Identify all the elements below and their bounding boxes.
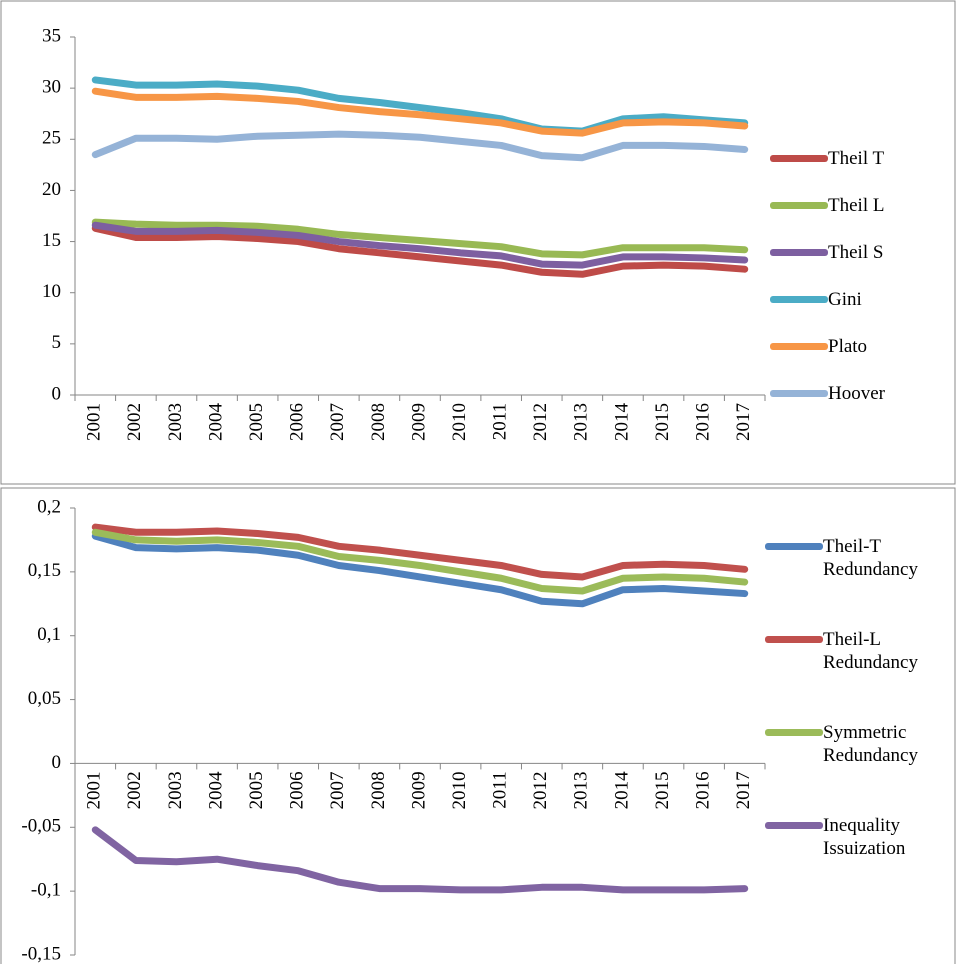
legend-item: Theil-L Redundancy [765, 628, 945, 674]
legend-swatch [765, 822, 823, 829]
x-tick-label: 2014 [611, 403, 632, 442]
y-tick-label: 10 [42, 281, 61, 302]
line-series [91, 221, 749, 269]
x-tick-label: 2007 [327, 771, 348, 809]
legend-swatch [770, 296, 828, 303]
x-tick-label: 2009 [408, 403, 429, 441]
x-tick-label: 2008 [368, 771, 389, 809]
legend-label: Theil-L Redundancy [823, 629, 918, 673]
x-tick-label: 2002 [124, 771, 145, 809]
legend-label: Hoover [828, 383, 885, 404]
x-tick-label: 2007 [327, 403, 348, 441]
legend-item: Theil-T Redundancy [765, 535, 945, 581]
x-tick-label: 2016 [692, 403, 713, 441]
y-tick-label: 0,05 [28, 688, 61, 709]
y-tick-label: 0,1 [37, 624, 61, 645]
line-series [91, 523, 749, 581]
y-tick-label: 0 [52, 383, 62, 404]
y-tick-label: 5 [52, 332, 62, 353]
legend-swatch [770, 343, 828, 350]
y-tick-label: -0,15 [21, 943, 61, 964]
y-tick-label: 35 [42, 25, 61, 46]
legend-swatch [770, 155, 828, 162]
x-tick-label: 2004 [205, 403, 226, 442]
x-tick-label: 2015 [652, 771, 673, 809]
chart-border [0, 0, 956, 485]
chart-border [0, 487, 956, 964]
y-tick-label: -0,05 [21, 816, 61, 837]
legend-item: Inequality Issuization [765, 814, 945, 860]
x-tick-label: 2006 [287, 403, 308, 441]
line-series [91, 87, 749, 137]
x-tick-label: 2013 [571, 403, 592, 441]
legend-label: Gini [828, 289, 862, 310]
x-tick-label: 2010 [449, 771, 470, 809]
x-tick-label: 2015 [652, 403, 673, 441]
legend-item: Gini [770, 288, 950, 311]
x-tick-label: 2002 [124, 403, 145, 441]
legend-swatch [770, 202, 828, 209]
x-tick-label: 2012 [530, 771, 551, 809]
x-tick-label: 2005 [246, 771, 267, 809]
legend-label: Plato [828, 336, 868, 357]
x-tick-label: 2011 [490, 771, 511, 808]
legend-label: Inequality Issuization [823, 815, 906, 859]
y-tick-label: 20 [42, 179, 61, 200]
x-tick-label: 2008 [368, 403, 389, 441]
x-tick-label: 2010 [449, 403, 470, 441]
line-series [91, 826, 749, 894]
legend-label: Theil-T Redundancy [823, 536, 918, 580]
line-series [91, 130, 749, 162]
x-tick-label: 2003 [165, 771, 186, 809]
line-series [91, 218, 749, 259]
y-tick-label: 30 [42, 77, 61, 98]
legend-item: Theil L [770, 194, 950, 217]
line-series [91, 532, 749, 608]
line-series [91, 76, 749, 135]
legend-swatch [770, 249, 828, 256]
x-tick-label: 2013 [571, 771, 592, 809]
x-tick-label: 2017 [733, 403, 754, 441]
legend-swatch [765, 636, 823, 643]
legend-item: Theil S [770, 241, 950, 264]
x-tick-label: 2003 [165, 403, 186, 441]
x-tick-label: 2016 [692, 771, 713, 809]
x-tick-label: 2004 [205, 771, 226, 810]
legend-label: Symmetric Redundancy [823, 722, 918, 766]
legend-item: Hoover [770, 382, 950, 405]
legend-label: Theil T [828, 148, 885, 169]
x-tick-label: 2001 [84, 771, 105, 809]
legend-label: Theil S [828, 242, 884, 263]
x-tick-label: 2006 [287, 771, 308, 809]
x-tick-label: 2001 [84, 403, 105, 441]
y-tick-label: -0,1 [31, 880, 61, 901]
legend-item: Theil T [770, 147, 950, 170]
legend-item: Plato [770, 335, 950, 358]
y-tick-label: 25 [42, 128, 61, 149]
x-tick-label: 2009 [408, 771, 429, 809]
x-tick-label: 2011 [490, 403, 511, 440]
x-tick-label: 2005 [246, 403, 267, 441]
legend-swatch [770, 390, 828, 397]
legend-item: Symmetric Redundancy [765, 721, 945, 767]
x-tick-label: 2012 [530, 403, 551, 441]
legend-swatch [765, 543, 823, 550]
y-tick-label: 15 [42, 230, 61, 251]
legend-label: Theil L [828, 195, 885, 216]
y-tick-label: 0,15 [28, 560, 61, 581]
line-series [91, 528, 749, 595]
x-tick-label: 2017 [733, 771, 754, 809]
x-tick-label: 2014 [611, 771, 632, 810]
legend-swatch [765, 729, 823, 736]
y-tick-label: 0 [52, 752, 62, 773]
line-series [91, 224, 749, 278]
y-tick-label: 0,2 [37, 496, 61, 517]
